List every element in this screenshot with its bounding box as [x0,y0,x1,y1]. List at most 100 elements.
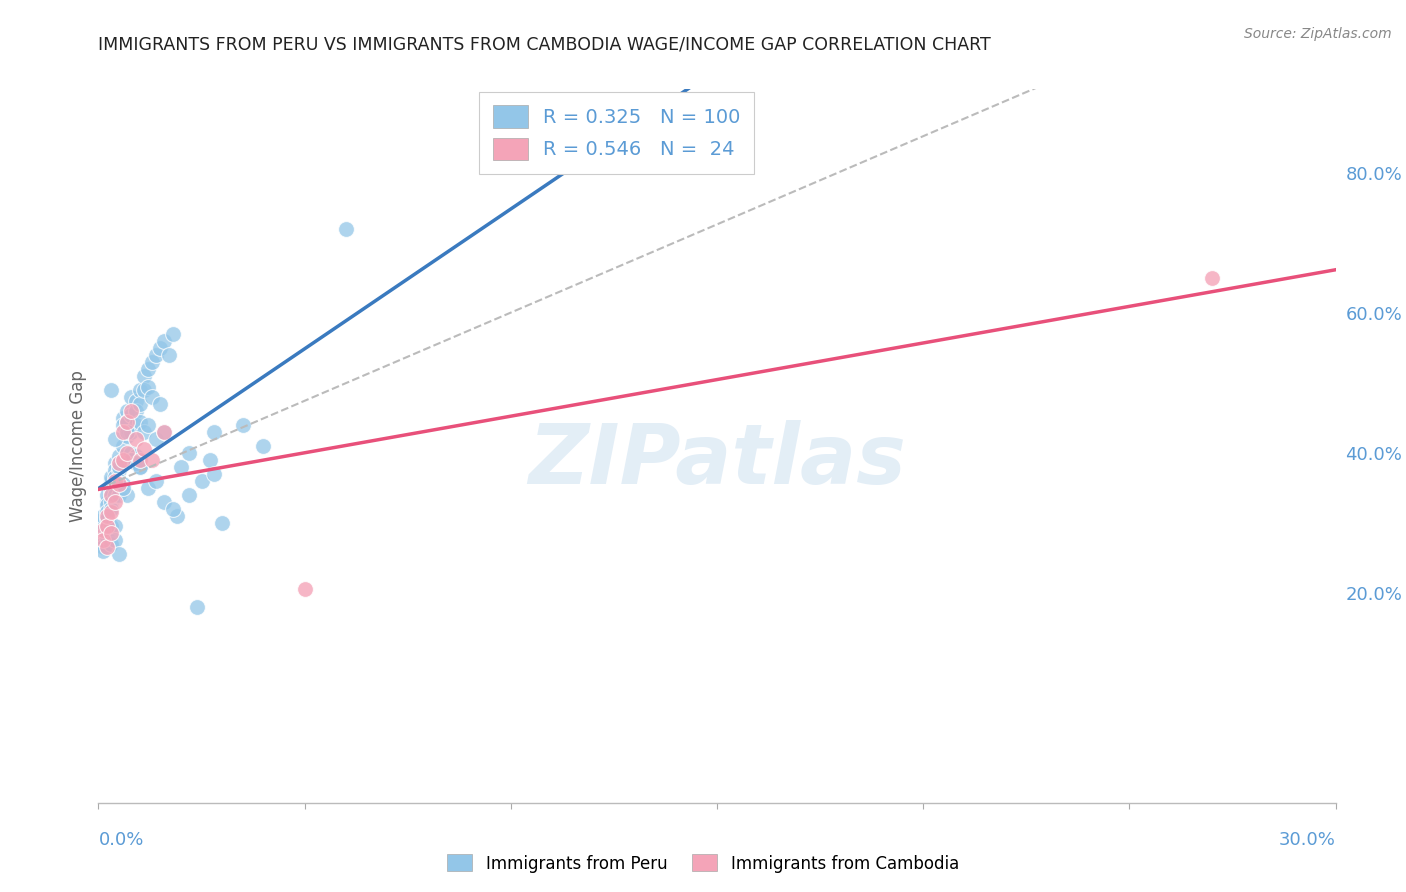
Point [157,348,180,362]
Point [112,411,135,425]
Point [112,477,135,491]
Point [108,463,131,477]
Point [100,470,122,484]
Point [117,404,139,418]
Point [179,488,201,502]
Point [117,428,139,442]
Point [100,526,122,541]
Point [108,457,131,471]
Point [96,541,118,555]
Point [108,474,131,488]
Point [136,417,159,432]
Point [91,523,114,537]
Point [104,470,127,484]
Point [232,417,254,432]
Point [124,457,146,471]
Point [91,512,114,526]
Point [96,512,118,526]
Point [96,488,118,502]
Point [96,530,118,544]
Point [96,495,118,509]
Point [162,502,184,516]
Point [91,541,114,555]
Text: ZIPatlas: ZIPatlas [529,420,905,500]
Point [149,397,172,411]
Point [112,453,135,467]
Point [141,355,163,369]
Y-axis label: Wage/Income Gap: Wage/Income Gap [69,370,87,522]
Point [136,362,159,376]
Text: 0.0%: 0.0% [98,830,143,849]
Point [104,495,127,509]
Point [117,415,139,429]
Point [100,495,122,509]
Point [91,537,114,551]
Point [91,516,114,530]
Point [108,548,131,562]
Point [117,415,139,429]
Point [190,474,212,488]
Point [96,519,118,533]
Point [170,460,193,475]
Point [112,439,135,453]
Point [104,533,127,548]
Point [145,432,167,446]
Point [117,425,139,439]
Point [108,477,131,491]
Point [104,488,127,502]
Point [1201,271,1223,285]
Point [100,502,122,516]
Point [149,341,172,355]
Point [198,453,221,467]
Legend: Immigrants from Peru, Immigrants from Cambodia: Immigrants from Peru, Immigrants from Ca… [440,847,966,880]
Point [186,599,208,614]
Point [100,481,122,495]
Point [153,425,176,439]
Point [108,457,131,471]
Point [100,383,122,397]
Point [96,499,118,513]
Text: 30.0%: 30.0% [1279,830,1336,849]
Point [252,439,274,453]
Point [91,519,114,533]
Point [108,488,131,502]
Point [91,533,114,548]
Point [120,404,142,418]
Text: IMMIGRANTS FROM PERU VS IMMIGRANTS FROM CAMBODIA WAGE/INCOME GAP CORRELATION CHA: IMMIGRANTS FROM PERU VS IMMIGRANTS FROM … [98,36,991,54]
Point [145,348,167,362]
Point [112,417,135,432]
Point [132,369,155,384]
Point [120,390,142,404]
Point [136,379,159,393]
Point [132,383,155,397]
Point [128,383,150,397]
Point [112,425,135,439]
Point [294,582,316,597]
Point [128,453,150,467]
Point [120,408,142,422]
Point [153,334,176,348]
Point [104,519,127,533]
Point [145,474,167,488]
Point [100,474,122,488]
Point [162,327,184,342]
Point [100,537,122,551]
Point [153,425,176,439]
Point [132,442,155,457]
Point [141,453,163,467]
Point [91,526,114,541]
Point [100,506,122,520]
Point [335,222,357,236]
Legend: R = 0.325   N = 100, R = 0.546   N =  24: R = 0.325 N = 100, R = 0.546 N = 24 [479,92,755,174]
Point [128,460,150,475]
Point [108,450,131,464]
Point [211,516,233,530]
Point [108,460,131,475]
Point [202,425,225,439]
Point [112,481,135,495]
Point [141,390,163,404]
Point [179,446,201,460]
Point [202,467,225,481]
Point [124,404,146,418]
Point [100,519,122,533]
